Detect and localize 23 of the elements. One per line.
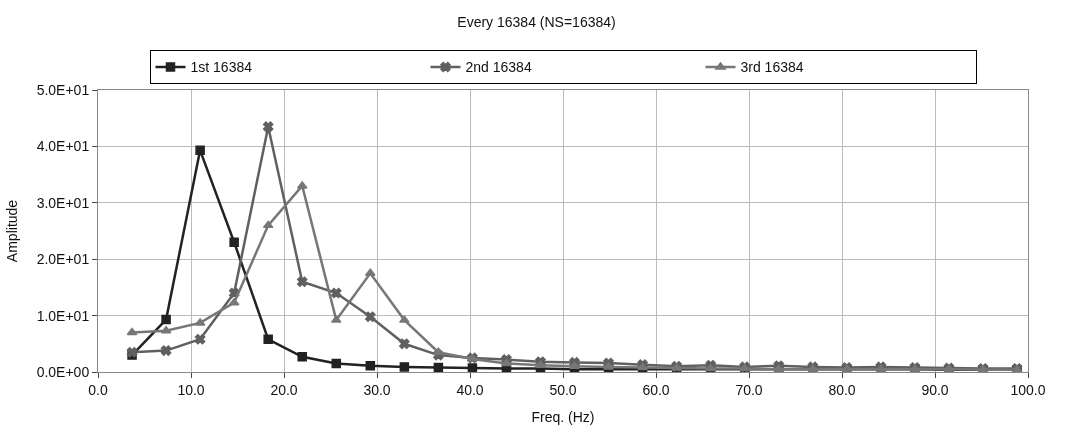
y-tick-label: 0.0E+00 [36, 363, 90, 380]
y-tick-label: 1.0E+01 [36, 307, 90, 324]
y-tick-label: 2.0E+01 [36, 251, 90, 268]
chart-title: Every 16384 (NS=16384) [457, 14, 616, 31]
x-tick-label: 20.0 [270, 381, 298, 398]
y-tick-label: 5.0E+01 [36, 81, 90, 98]
x-tick-label: 80.0 [828, 381, 856, 398]
x-tick-label: 40.0 [456, 381, 484, 398]
x-tick-label: 0.0 [88, 381, 108, 398]
x-tick-label: 30.0 [363, 381, 391, 398]
y-tick-label: 4.0E+01 [36, 138, 90, 155]
legend-label: 1st 16384 [190, 59, 253, 76]
x-tick-label: 90.0 [921, 381, 949, 398]
x-tick-label: 100.0 [1010, 381, 1046, 398]
x-tick-label: 70.0 [735, 381, 763, 398]
y-axis-title: Amplitude [4, 199, 21, 263]
legend-label: 2nd 16384 [465, 59, 532, 76]
legend-label: 3rd 16384 [740, 59, 804, 76]
x-tick-label: 50.0 [549, 381, 577, 398]
y-tick-label: 3.0E+01 [36, 194, 90, 211]
x-tick-label: 60.0 [642, 381, 670, 398]
x-tick-label: 10.0 [177, 381, 205, 398]
x-axis-title: Freq. (Hz) [531, 409, 595, 426]
